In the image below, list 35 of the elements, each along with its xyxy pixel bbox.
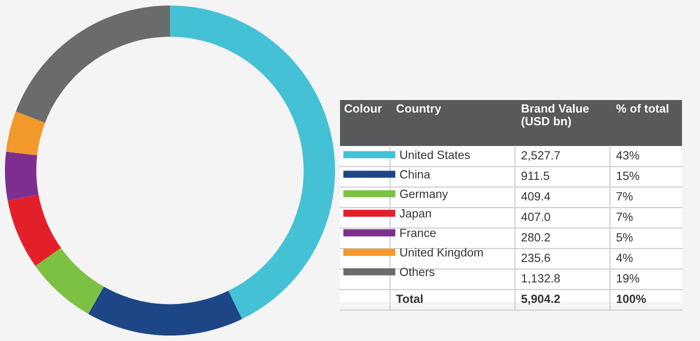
data-label: 911.5 <box>522 172 550 180</box>
legend-label: United States <box>400 150 470 160</box>
donut-slice <box>170 5 336 319</box>
data-label: 407.0 <box>521 212 550 222</box>
text: Colour <box>344 104 382 113</box>
text: 19% <box>616 274 640 283</box>
donut-slice <box>8 194 61 266</box>
legend-label: France <box>400 228 436 238</box>
donut-slice <box>16 5 170 123</box>
text: Country <box>396 104 442 116</box>
text: % of total <box>616 104 668 113</box>
text: 5% <box>616 233 633 242</box>
text: Total <box>396 294 422 304</box>
legend-label: Japan <box>400 209 431 220</box>
donut-slice <box>88 286 242 336</box>
donut-slice <box>6 112 46 156</box>
text: 7% <box>616 192 633 200</box>
legend-label: Germany <box>400 190 448 200</box>
donut-slice <box>35 248 104 314</box>
legend-label: China <box>400 170 430 179</box>
data-label: 409.4 <box>521 192 550 201</box>
data-label: 1,132.8 <box>522 274 560 284</box>
text: 5,904.2 <box>521 294 560 305</box>
text: 7% <box>616 212 633 221</box>
legend-label: United Kingdom <box>400 248 483 259</box>
text: 100% <box>616 294 646 304</box>
donut-slice <box>4 152 39 201</box>
text: 43% <box>616 151 640 160</box>
text: 4% <box>616 254 633 262</box>
data-label: 235.6 <box>522 254 550 262</box>
text: 15% <box>616 172 640 180</box>
legend-label: Others <box>400 267 434 276</box>
data-label: 280.2 <box>522 233 550 242</box>
data-label: 2,527.7 <box>522 151 560 161</box>
text: Brand Value (USD bn) <box>522 104 589 128</box>
